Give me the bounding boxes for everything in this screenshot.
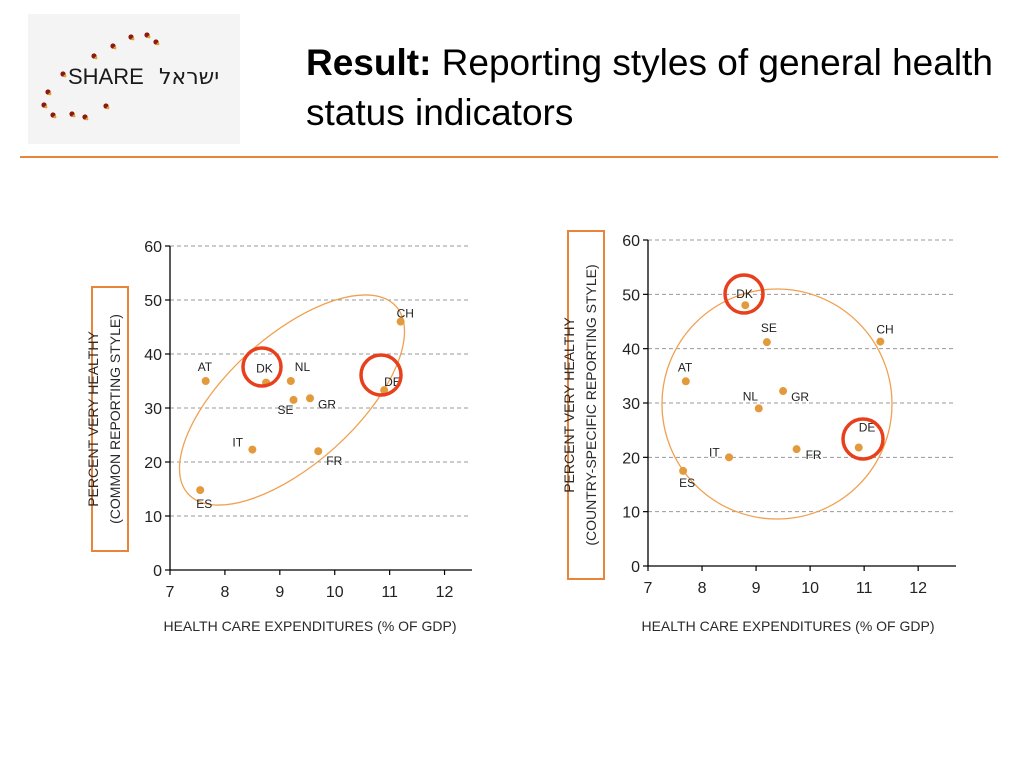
- logo-text: SHARE: [68, 64, 144, 89]
- y-axis-label-line2: (COMMON REPORTING STYLE): [107, 314, 123, 524]
- title-rest: Reporting styles of general health statu…: [306, 42, 993, 133]
- data-point-label-de: DE: [859, 421, 876, 435]
- data-point-label-ch: CH: [876, 323, 893, 337]
- data-point-fr: [792, 445, 801, 454]
- data-point-se: [762, 338, 771, 347]
- y-tick-label: 50: [622, 287, 640, 304]
- data-point-fr: [314, 447, 323, 456]
- y-tick-label: 40: [622, 342, 640, 359]
- y-axis-label-line2: (COUNTRY-SPECIFIC REPORTING STYLE): [583, 264, 599, 545]
- data-point-at: [681, 377, 690, 386]
- data-point-label-se: SE: [761, 321, 777, 335]
- data-point-de: [854, 443, 863, 452]
- data-point-dk: [741, 301, 750, 310]
- data-point-label-es: ES: [679, 476, 695, 490]
- title-bold: Result:: [306, 42, 432, 83]
- ylabel-box: [567, 230, 605, 580]
- data-point-ch: [876, 337, 885, 346]
- logo-hebrew-text: ישראל: [159, 65, 219, 90]
- grid: [170, 245, 470, 517]
- data-point-label-it: IT: [232, 436, 243, 450]
- x-tick-label: 9: [752, 580, 761, 597]
- share-israel-logo: SHARE ישראל: [28, 14, 240, 144]
- x-axis-label: HEALTH CARE EXPENDITURES (% OF GDP): [163, 618, 456, 634]
- data-point-nl: [286, 377, 295, 385]
- data-point-label-gr: GR: [791, 390, 809, 404]
- data-point-label-es: ES: [196, 497, 212, 511]
- data-point-it: [725, 453, 734, 462]
- data-point-it: [248, 445, 257, 454]
- cluster-circle: [661, 288, 893, 520]
- title-divider: [20, 156, 998, 158]
- data-point-label-fr: FR: [806, 448, 822, 462]
- highlight-ring-dk: [723, 273, 765, 315]
- highlight-ring-dk: [241, 346, 283, 388]
- data-point-at: [201, 377, 210, 385]
- page-title: Result: Reporting styles of general heal…: [306, 38, 1006, 138]
- data-point-es: [196, 486, 205, 495]
- x-tick-label: 7: [166, 584, 175, 601]
- y-tick-label: 40: [144, 347, 162, 364]
- y-tick-label: 0: [153, 563, 162, 580]
- data-point-gr: [779, 387, 788, 396]
- highlight-ring-de: [359, 353, 403, 397]
- x-tick-label: 11: [381, 584, 398, 601]
- data-point-label-se: SE: [278, 403, 294, 417]
- y-tick-label: 30: [144, 401, 162, 418]
- data-point-gr: [306, 394, 315, 403]
- x-tick-label: 10: [326, 584, 344, 601]
- data-point-label-it: IT: [709, 445, 720, 459]
- y-tick-label: 10: [144, 509, 162, 526]
- x-tick-label: 9: [275, 584, 284, 601]
- data-point-label-ch: CH: [397, 307, 414, 321]
- y-tick-label: 50: [144, 293, 162, 310]
- highlight-ring-de: [841, 417, 885, 461]
- y-tick-label: 20: [144, 455, 162, 472]
- logo-graphic: SHARE ישראל: [41, 32, 219, 121]
- data-point-label-dk: DK: [736, 287, 753, 301]
- points: DK SE CH AT NL GR IT FR DE ES: [678, 287, 894, 490]
- y-tick-label: 30: [622, 396, 640, 413]
- y-tick-label: 60: [622, 233, 640, 250]
- data-point-label-gr: GR: [318, 397, 336, 411]
- highlights: [241, 346, 403, 397]
- highlights: [723, 273, 885, 461]
- data-point-ch: [396, 317, 405, 326]
- data-point-es: [679, 466, 688, 475]
- y-axis-label-line1: PERCENT VERY HEALTHY: [561, 317, 577, 493]
- x-tick-label: 8: [220, 584, 229, 601]
- y-tick-label: 60: [144, 239, 162, 256]
- x-tick-label: 10: [801, 580, 819, 597]
- x-tick-label: 12: [436, 584, 454, 601]
- x-tick-label: 7: [644, 580, 653, 597]
- data-point-nl: [754, 404, 763, 413]
- grid: [648, 239, 954, 513]
- x-axis-label: HEALTH CARE EXPENDITURES (% OF GDP): [641, 618, 934, 634]
- ticks: 0 10 20 30 40 50 60 7 8 9 10 11 12: [622, 233, 927, 597]
- ylabel-box: [91, 286, 129, 552]
- data-point-label-fr: FR: [326, 454, 342, 468]
- x-tick-label: 11: [856, 580, 873, 597]
- data-point-se: [289, 395, 298, 404]
- data-point-label-nl: NL: [743, 389, 759, 403]
- y-tick-label: 0: [631, 559, 640, 576]
- data-point-de: [380, 386, 389, 395]
- data-point-label-at: AT: [678, 360, 693, 374]
- y-axis-label-line1: PERCENT VERY HEALTHY: [85, 331, 101, 507]
- y-tick-label: 20: [622, 450, 640, 467]
- y-tick-label: 10: [622, 505, 640, 522]
- x-tick-label: 8: [698, 580, 707, 597]
- ticks: 0 10 20 30 40 50 60 7 8 9 10 11 12: [144, 239, 453, 601]
- data-point-label-dk: DK: [256, 362, 273, 376]
- data-point-label-nl: NL: [295, 360, 311, 374]
- x-tick-label: 12: [909, 580, 927, 597]
- data-point-label-at: AT: [198, 360, 213, 374]
